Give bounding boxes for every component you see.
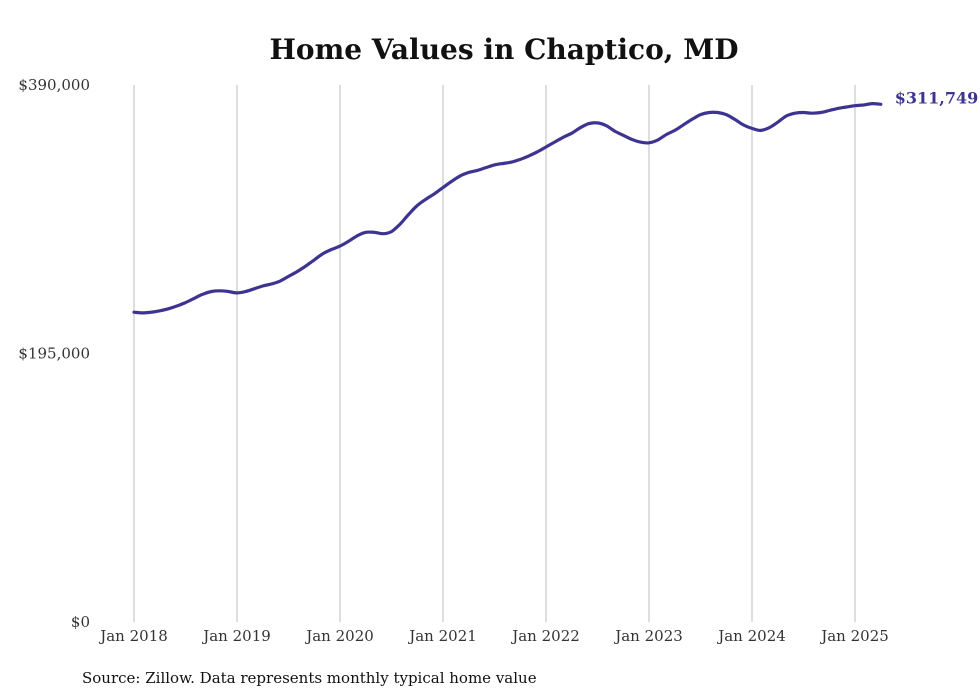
x-tick-label: Jan 2020 (304, 627, 374, 645)
last-value-label: $311,749 (895, 88, 979, 107)
y-tick-label: $0 (71, 613, 90, 631)
x-tick-label: Jan 2019 (201, 627, 271, 645)
x-tick-label: Jan 2021 (407, 627, 477, 645)
x-tick-label: Jan 2022 (510, 627, 580, 645)
y-axis-ticks: $0 $195,000 $390,000 (18, 76, 90, 631)
x-axis-ticks: Jan 2018 Jan 2019 Jan 2020 Jan 2021 Jan 2022… (98, 627, 889, 645)
source-note: Source: Zillow. Data represents monthly … (82, 669, 537, 687)
chart-title: Home Values in Chaptico, MD (269, 33, 738, 66)
x-tick-label: Jan 2025 (819, 627, 889, 645)
x-tick-label: Jan 2024 (716, 627, 786, 645)
x-tick-label: Jan 2023 (613, 627, 683, 645)
x-tick-label: Jan 2018 (98, 627, 168, 645)
home-value-line (132, 101, 883, 315)
y-tick-label: $390,000 (18, 76, 90, 94)
gridlines (133, 85, 856, 622)
y-tick-label: $195,000 (18, 345, 90, 363)
